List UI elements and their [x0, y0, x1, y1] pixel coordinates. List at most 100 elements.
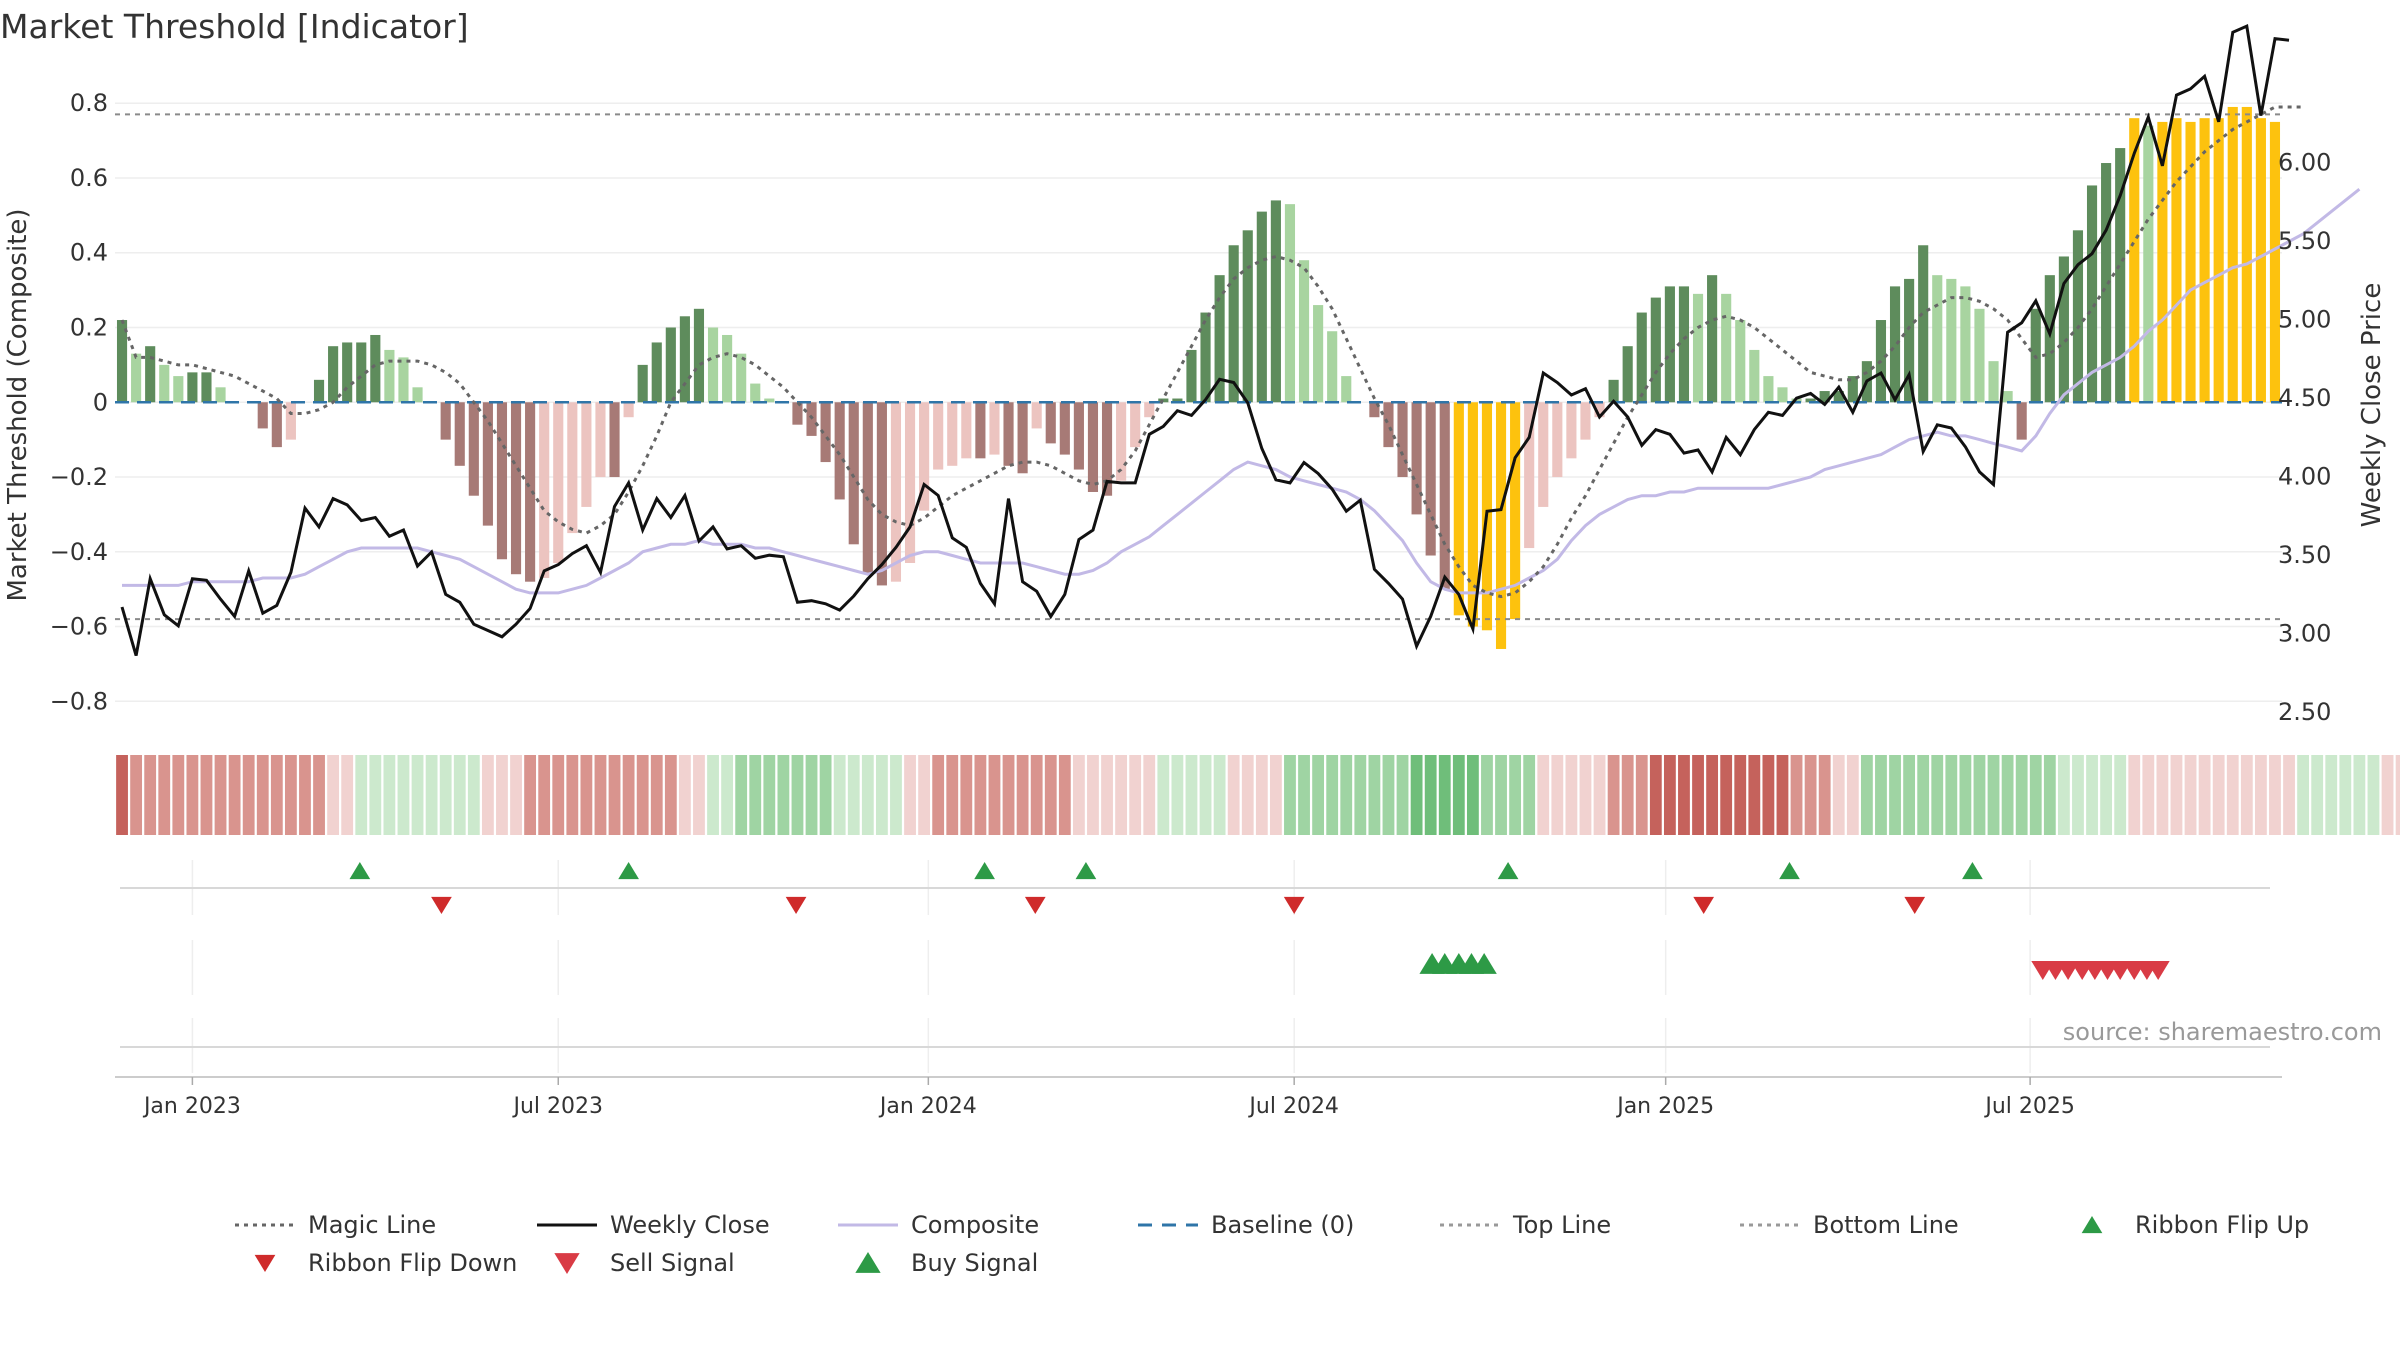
- legend-label: Ribbon Flip Down: [308, 1249, 517, 1277]
- histogram-bar: [159, 364, 170, 403]
- ribbon-cell: [228, 755, 241, 835]
- ribbon-cell: [2325, 755, 2338, 835]
- ribbon-flip-up-marker: [618, 862, 639, 880]
- ribbon-cell: [2283, 755, 2295, 835]
- histogram-bar: [1172, 398, 1183, 403]
- ribbon-cell: [580, 755, 593, 835]
- histogram-bar: [736, 353, 747, 403]
- histogram-bar: [2157, 121, 2168, 403]
- ribbon-cell: [200, 755, 213, 835]
- ribbon-cell: [2212, 755, 2225, 835]
- histogram-bar: [1721, 293, 1732, 403]
- ribbon-flip-up-marker: [1497, 862, 1519, 880]
- ribbon-cell: [2128, 755, 2141, 835]
- ribbon-cell: [1030, 755, 1043, 835]
- ribbon-cell: [1284, 755, 1296, 835]
- legend-item: Sell Signal: [554, 1249, 735, 1277]
- ribbon-cell: [650, 755, 663, 835]
- histogram-bar: [1650, 297, 1661, 403]
- ribbon-cell: [2367, 755, 2380, 835]
- legend-item: Ribbon Flip Down: [254, 1249, 517, 1277]
- histogram-bar: [1439, 402, 1450, 590]
- ribbon-cell: [1129, 755, 1142, 835]
- ribbon-cell: [524, 755, 537, 835]
- ribbon-cell: [2381, 755, 2394, 835]
- ribbon-cell: [1663, 755, 1676, 835]
- histogram-bar: [1749, 349, 1760, 403]
- source-label: source: sharemaestro.com: [2063, 1018, 2382, 1046]
- histogram-bar: [1003, 402, 1014, 466]
- histogram-bar: [2171, 118, 2182, 403]
- ribbon-cell: [1044, 755, 1057, 835]
- ribbon-cell: [1579, 755, 1592, 835]
- histogram-bar: [285, 402, 296, 440]
- histogram-bar: [989, 402, 1000, 455]
- left-tick-label: −0.6: [50, 613, 108, 641]
- histogram-bar: [145, 346, 156, 403]
- histogram-bar: [567, 402, 578, 534]
- right-tick-label: 3.50: [2278, 541, 2331, 569]
- histogram-bar: [1960, 286, 1971, 403]
- histogram-bar: [933, 402, 944, 470]
- ribbon-cell: [946, 755, 959, 835]
- histogram-bar: [496, 402, 508, 560]
- y-tick-labels: 0.8 0.6 0.4 0.2 0 −0.2 −0.4 −0.6 −0.8 6.00 5.50 5.0…: [50, 89, 2332, 726]
- ribbon-cell: [355, 755, 368, 835]
- ribbon-cell: [707, 755, 719, 835]
- ribbon-cell: [1466, 755, 1479, 835]
- ribbon-cell: [1678, 755, 1690, 835]
- ribbon-cell: [608, 755, 621, 835]
- histogram-bar: [173, 376, 184, 403]
- ribbon-cell: [1565, 755, 1578, 835]
- histogram-bar: [1622, 346, 1633, 403]
- ribbon-cell: [1354, 755, 1367, 835]
- ribbon-cell: [988, 755, 1001, 835]
- ribbon-cell: [735, 755, 748, 835]
- histogram-bar: [1889, 286, 1901, 403]
- legend-swatch: [254, 1254, 276, 1272]
- ribbon-cell: [1523, 755, 1536, 835]
- histogram-bar: [1031, 402, 1042, 429]
- ribbon-cell: [341, 755, 354, 835]
- ribbon-cell: [2015, 755, 2028, 835]
- x-tick-label: Jul 2023: [511, 1094, 603, 1119]
- ribbon-cell: [383, 755, 396, 835]
- histogram-bar: [525, 402, 536, 582]
- ribbon-cell: [763, 755, 776, 835]
- histogram-bar: [1327, 331, 1338, 403]
- histogram-bar: [2115, 148, 2126, 403]
- left-tick-label: 0.4: [70, 239, 108, 267]
- histogram-bar: [1087, 402, 1099, 492]
- ribbon-cell: [411, 755, 424, 835]
- histogram-bar: [1819, 391, 1830, 403]
- histogram-bar: [370, 334, 381, 403]
- histogram-bar: [2269, 121, 2281, 403]
- histogram-bar: [1200, 312, 1211, 403]
- histogram-bar: [1186, 349, 1197, 403]
- histogram-bar: [1580, 402, 1591, 440]
- legend-label: Buy Signal: [911, 1249, 1038, 1277]
- histogram-bar: [1495, 402, 1507, 649]
- histogram-bars: [116, 106, 2281, 649]
- histogram-bar: [257, 402, 268, 429]
- histogram-bar: [722, 334, 733, 403]
- ribbon-cell: [1213, 755, 1226, 835]
- ribbon-cell: [1593, 755, 1606, 835]
- left-tick-label: 0.6: [70, 164, 108, 192]
- histogram-bar: [384, 349, 395, 403]
- histogram-bar: [1073, 402, 1084, 470]
- ribbon-cell: [974, 755, 987, 835]
- ribbon-strip: [116, 755, 2400, 835]
- histogram-bar: [1383, 402, 1394, 448]
- ribbon-cell: [538, 755, 551, 835]
- left-tick-label: 0.2: [70, 314, 108, 342]
- ribbon-cell: [2086, 755, 2098, 835]
- histogram-bar: [1932, 275, 1943, 403]
- histogram-bar: [187, 372, 198, 403]
- histogram-bar: [1059, 402, 1070, 455]
- ribbon-cell: [1495, 755, 1507, 835]
- ribbon-cell: [777, 755, 790, 835]
- grid-lines: [115, 102, 2282, 1073]
- legend-swatch: [855, 1252, 881, 1273]
- x-tick-label: Jan 2025: [1615, 1094, 1714, 1119]
